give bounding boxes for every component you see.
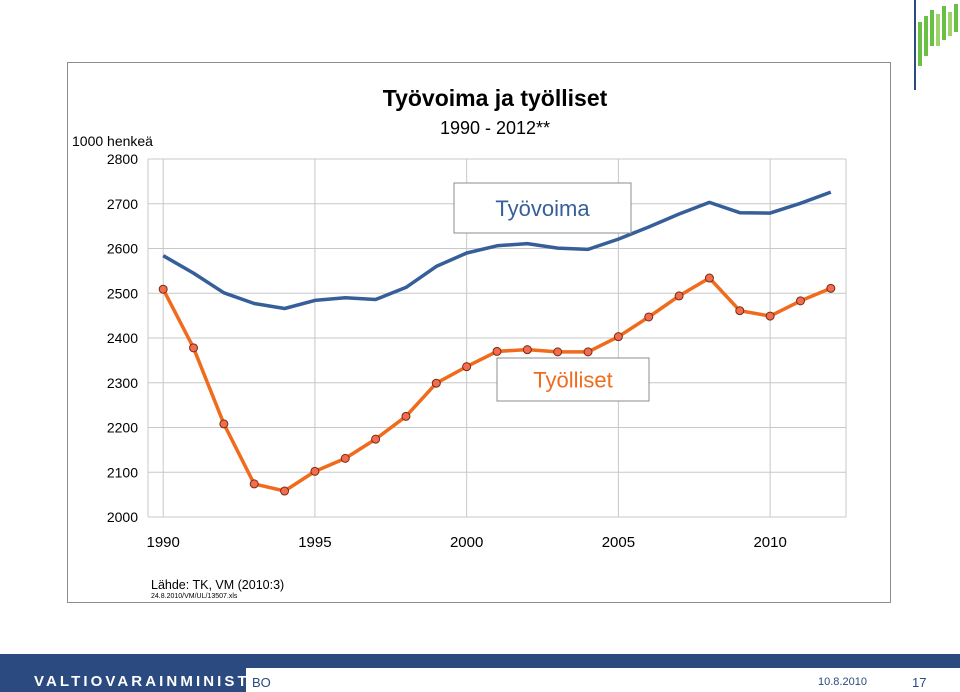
- data-point: [280, 486, 290, 496]
- data-point: [492, 346, 502, 356]
- y-tick-label: 2600: [107, 241, 138, 257]
- data-point: [158, 284, 168, 294]
- data-point: [340, 453, 350, 463]
- file-reference: 24.8.2010/VM/UL/13507.xls: [151, 593, 238, 600]
- series-label-box-tyolliset: [496, 357, 650, 402]
- y-axis-unit-label: 1000 henkeä: [72, 133, 153, 149]
- data-point: [310, 466, 320, 476]
- x-tick-label: 2010: [753, 534, 786, 551]
- data-point: [371, 434, 381, 444]
- x-tick-label: 1990: [146, 534, 179, 551]
- y-tick-label: 2700: [107, 196, 138, 212]
- data-point: [189, 343, 199, 353]
- y-tick-label: 2000: [107, 509, 138, 525]
- data-point: [583, 347, 593, 357]
- data-point: [644, 312, 654, 322]
- data-point: [431, 378, 441, 388]
- series-label-box-tyovoima: [453, 182, 632, 234]
- y-tick-label: 2100: [107, 464, 138, 480]
- x-tick-label: 2005: [602, 534, 635, 551]
- x-tick-label: 2000: [450, 534, 483, 551]
- data-point: [826, 283, 836, 293]
- data-point: [219, 419, 229, 429]
- organization-name: VALTIOVARAINMINISTERIÖ: [34, 673, 299, 690]
- footer: VALTIOVARAINMINISTERIÖ BO 10.8.2010 17: [0, 654, 960, 692]
- data-point: [401, 411, 411, 421]
- y-tick-label: 2400: [107, 330, 138, 346]
- series-line-tyovoima: [162, 190, 832, 311]
- chart-subtitle: 1990 - 2012**: [439, 118, 551, 138]
- page-number: 17: [912, 675, 927, 690]
- footer-date: 10.8.2010: [818, 676, 867, 688]
- footer-info-area: [246, 668, 960, 692]
- data-point: [704, 273, 714, 283]
- data-point: [765, 311, 775, 321]
- x-tick-label: 1995: [298, 534, 331, 551]
- series-label-tyovoima: Työvoima: [495, 196, 590, 221]
- data-point: [735, 306, 745, 316]
- data-point: [553, 347, 563, 357]
- ministry-logo-icon: [914, 0, 958, 90]
- y-tick-label: 2200: [107, 420, 138, 436]
- y-tick-label: 2800: [107, 151, 138, 167]
- data-point: [522, 345, 532, 355]
- data-point: [462, 362, 472, 372]
- chart-frame: [67, 62, 891, 603]
- source-note: Lähde: TK, VM (2010:3): [151, 578, 285, 592]
- data-point: [613, 332, 623, 342]
- series-label-tyolliset: Työlliset: [533, 368, 612, 393]
- chart-title: Työvoima ja työlliset: [382, 85, 608, 111]
- y-tick-label: 2300: [107, 375, 138, 391]
- y-tick-label: 2500: [107, 285, 138, 301]
- data-point: [795, 296, 805, 306]
- data-point: [674, 291, 684, 301]
- data-point: [249, 479, 259, 489]
- author-initials: BO: [252, 675, 271, 690]
